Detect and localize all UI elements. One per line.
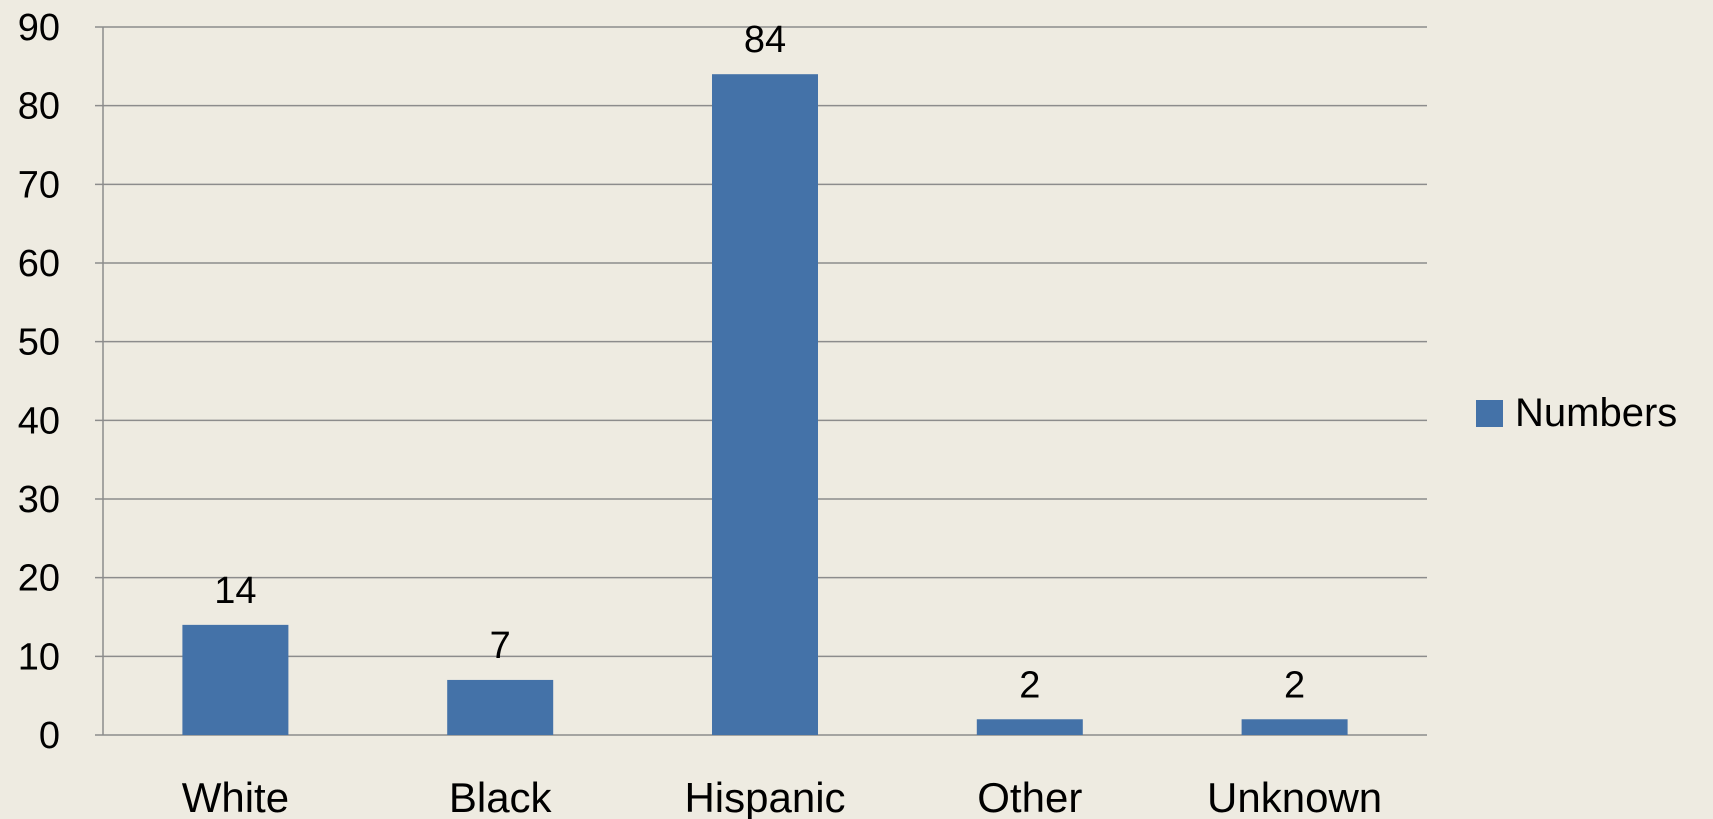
x-tick-label-black: Black: [449, 774, 553, 819]
x-tick-label-unknown: Unknown: [1207, 774, 1382, 819]
bar-other: [976, 719, 1083, 735]
x-axis: White Black Hispanic Other Unknown: [182, 774, 1382, 819]
legend-swatch-numbers: [1476, 400, 1503, 427]
y-tick-label-30: 30: [18, 479, 60, 521]
y-tick-label-50: 50: [18, 322, 60, 364]
data-label-unknown: 2: [1284, 664, 1305, 706]
y-tick-label-70: 70: [18, 164, 60, 206]
y-tick-label-40: 40: [18, 400, 60, 442]
bar-unknown: [1241, 719, 1348, 735]
y-tick-label-10: 10: [18, 636, 60, 678]
y-tick-label-90: 90: [18, 7, 60, 49]
bar-hispanic: [712, 74, 818, 735]
y-tick-label-80: 80: [18, 86, 60, 128]
x-tick-label-hispanic: Hispanic: [684, 774, 845, 819]
bars: [182, 74, 1348, 735]
bar-black: [447, 679, 554, 735]
y-tick-label-0: 0: [39, 715, 60, 757]
data-label-black: 7: [490, 625, 511, 667]
bar-white: [182, 624, 289, 735]
legend-label-numbers: Numbers: [1515, 391, 1677, 435]
x-tick-label-other: Other: [977, 774, 1082, 819]
x-tick-label-white: White: [182, 774, 289, 819]
data-label-hispanic: 84: [744, 19, 786, 61]
data-label-other: 2: [1019, 664, 1040, 706]
data-label-white: 14: [214, 570, 256, 612]
y-axis: 0 10 20 30 40 50 60 70 80 90: [18, 7, 104, 757]
data-labels: 14 7 84 2 2: [214, 19, 1305, 706]
y-tick-label-20: 20: [18, 558, 60, 600]
y-tick-label-60: 60: [18, 243, 60, 285]
legend: Numbers: [1476, 391, 1677, 435]
